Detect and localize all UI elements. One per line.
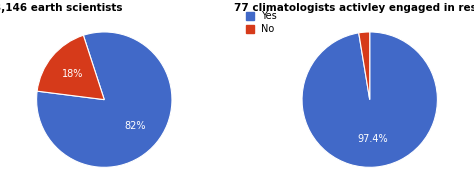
Text: 82%: 82% [125,121,146,130]
Text: 3,146 earth scientists: 3,146 earth scientists [0,3,123,13]
Wedge shape [37,35,104,100]
Wedge shape [359,32,370,100]
Wedge shape [302,32,438,167]
Text: 18%: 18% [62,69,84,79]
Wedge shape [36,32,172,167]
Legend: Yes, No: Yes, No [246,11,277,34]
Text: 77 climatologists activley engaged in research: 77 climatologists activley engaged in re… [234,3,474,13]
Text: 97.4%: 97.4% [357,134,388,144]
